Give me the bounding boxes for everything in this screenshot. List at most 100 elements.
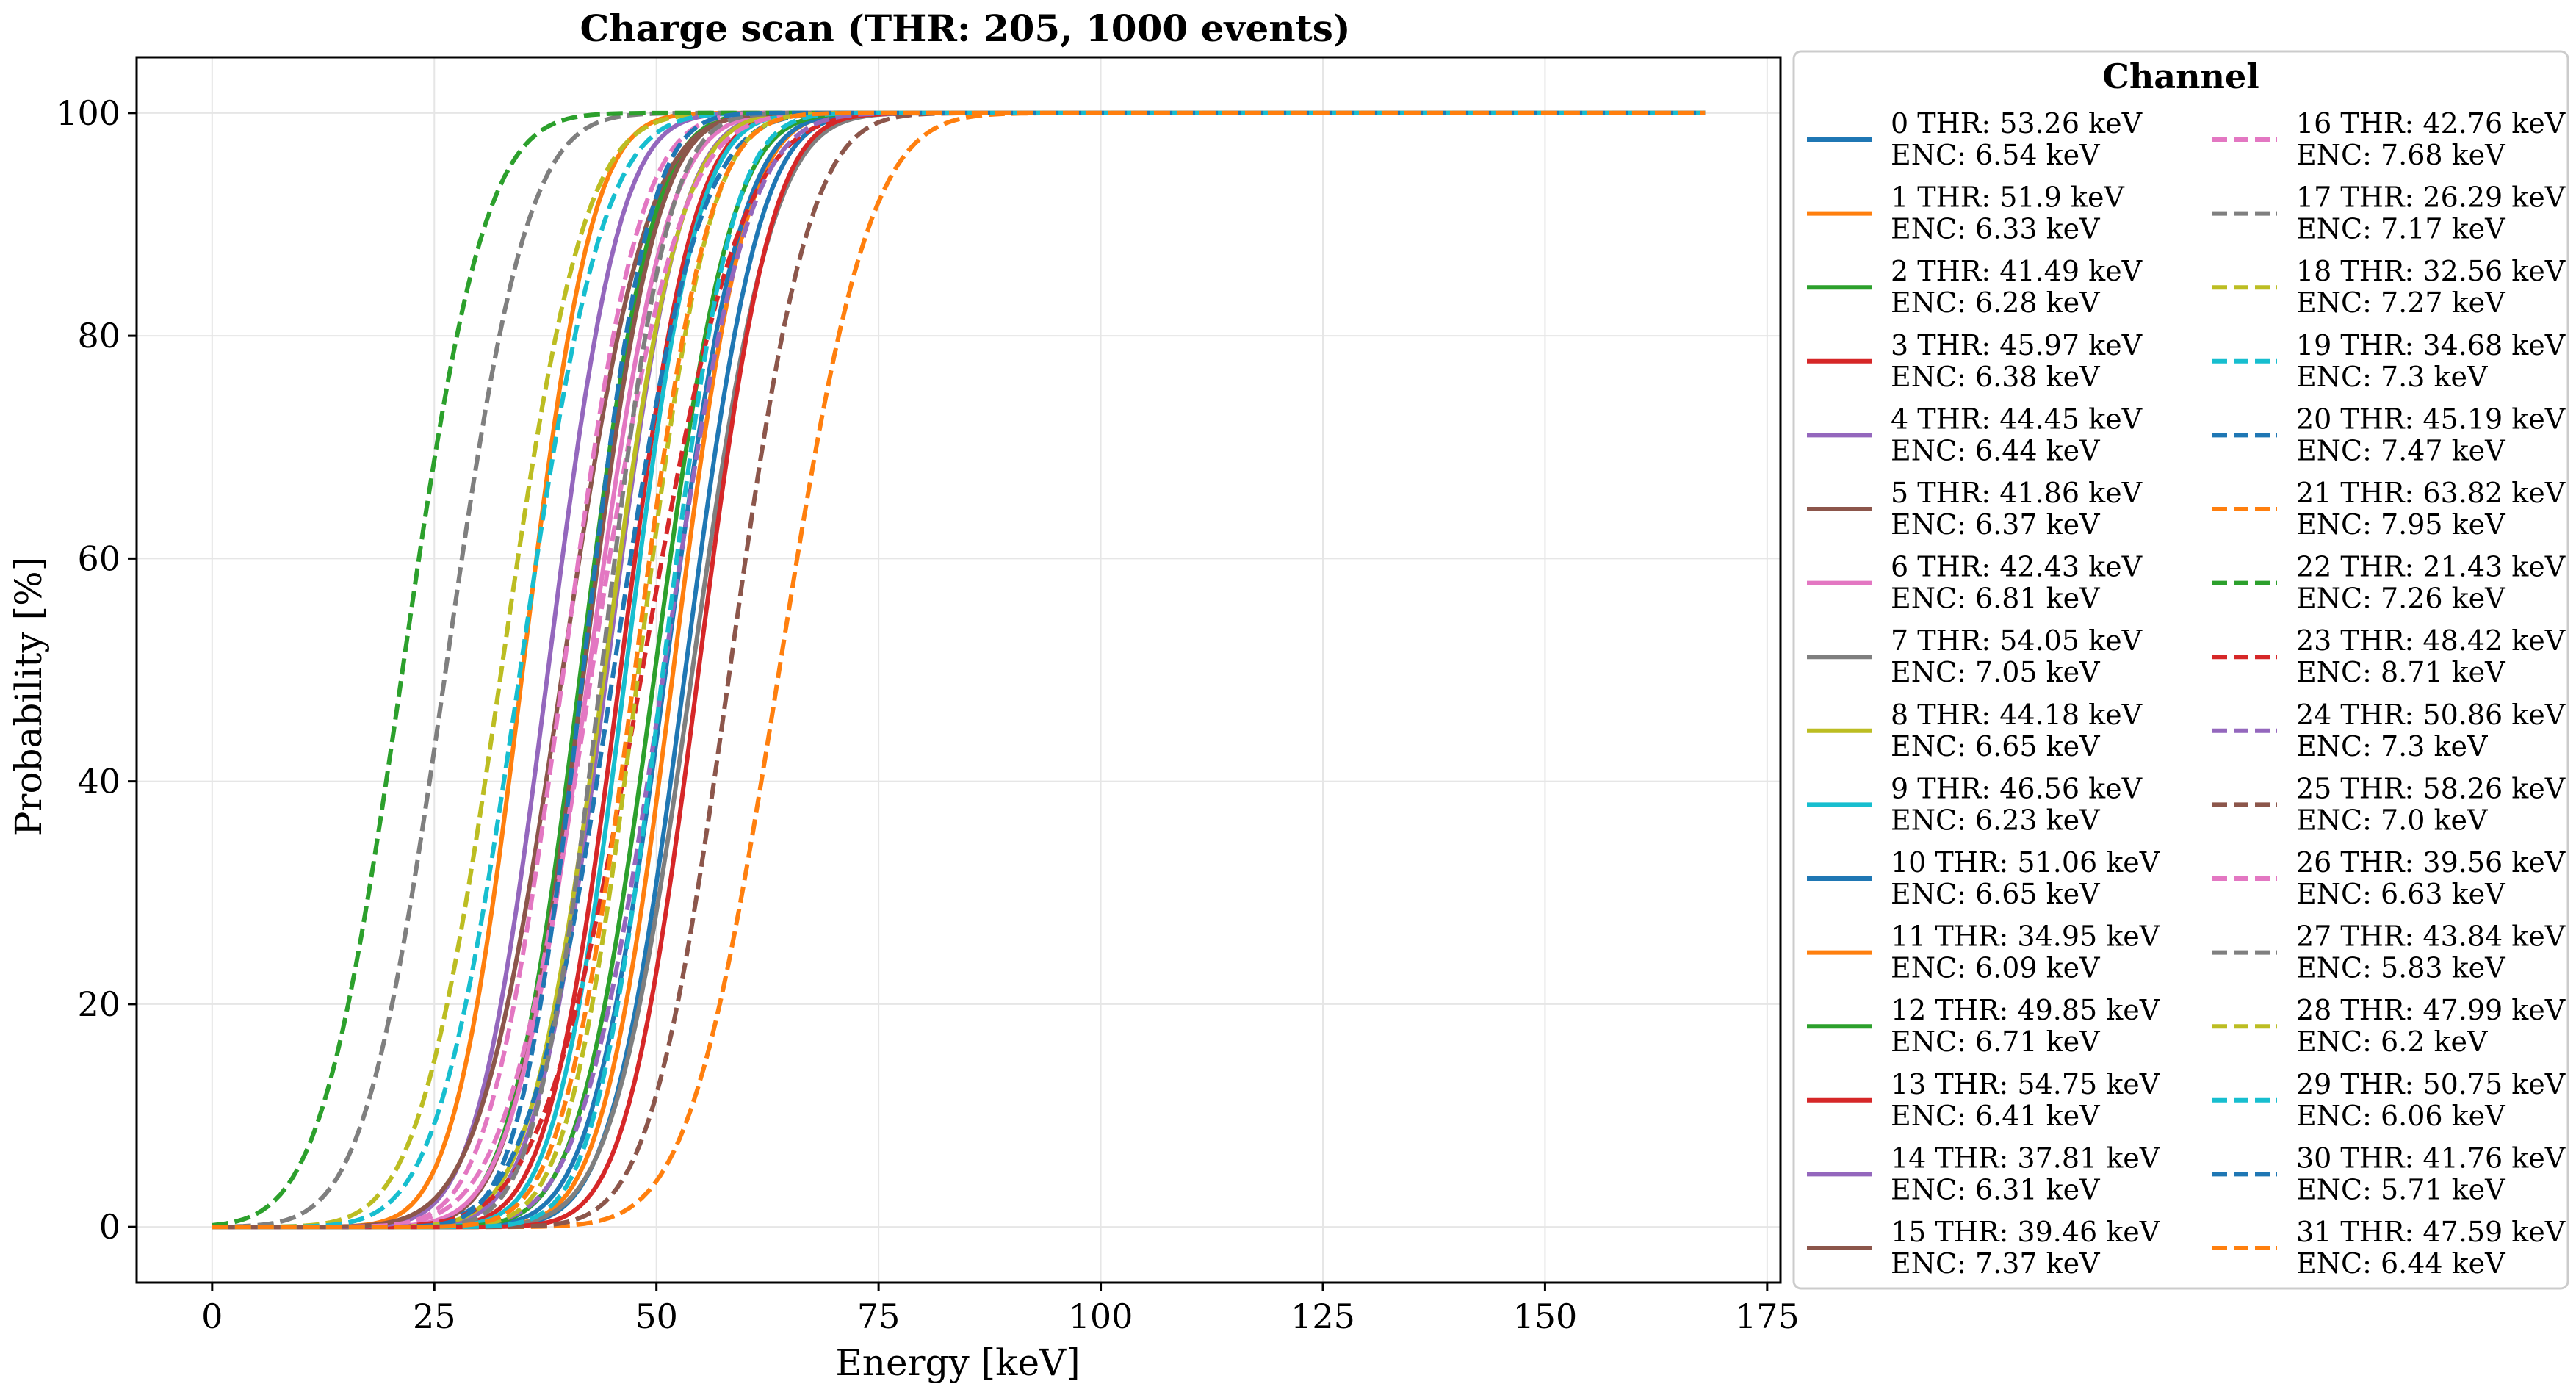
legend-label: 6 THR: 42.43 keV [1891,551,2143,583]
y-tick-label: 20 [77,984,120,1024]
x-tick-label: 150 [1513,1297,1578,1336]
legend-enc-label: ENC: 6.09 keV [1891,952,2100,984]
y-tick-label: 40 [77,762,120,801]
legend-enc-label: ENC: 6.2 keV [2296,1025,2488,1058]
legend-enc-label: ENC: 6.28 keV [1891,286,2100,319]
legend-enc-label: ENC: 6.33 keV [1891,213,2100,245]
legend-enc-label: ENC: 6.23 keV [1891,804,2100,836]
legend-enc-label: ENC: 6.65 keV [1891,878,2100,910]
legend-enc-label: ENC: 6.37 keV [1891,508,2100,541]
x-tick-label: 175 [1735,1297,1800,1336]
legend-label: 19 THR: 34.68 keV [2296,329,2566,361]
legend-label: 23 THR: 48.42 keV [2296,624,2566,657]
legend-label: 7 THR: 54.05 keV [1891,624,2143,657]
legend-enc-label: ENC: 6.63 keV [2296,878,2505,910]
x-tick-label: 0 [201,1297,223,1336]
legend-enc-label: ENC: 6.06 keV [2296,1100,2505,1132]
legend-label: 27 THR: 43.84 keV [2296,920,2566,953]
legend-enc-label: ENC: 7.27 keV [2296,286,2505,319]
legend-enc-label: ENC: 6.81 keV [1891,583,2100,615]
x-tick-label: 25 [413,1297,456,1336]
y-tick-label: 80 [77,316,120,356]
series-line-channel-31 [212,110,1706,1230]
legend-label: 31 THR: 47.59 keV [2296,1216,2566,1248]
x-axis-label: Energy [keV] [835,1341,1080,1384]
legend-enc-label: ENC: 6.31 keV [1891,1173,2100,1205]
legend-label: 25 THR: 58.26 keV [2296,772,2566,804]
legend-enc-label: ENC: 6.71 keV [1891,1025,2100,1058]
legend-label: 0 THR: 53.26 keV [1891,107,2143,140]
y-tick-label: 60 [77,538,120,578]
legend-enc-label: ENC: 7.26 keV [2296,583,2505,615]
x-tick-label: 50 [635,1297,678,1336]
legend-label: 4 THR: 44.45 keV [1891,403,2143,435]
legend-frame [1792,50,2569,1290]
legend-label: 17 THR: 26.29 keV [2296,181,2566,214]
legend-label: 20 THR: 45.19 keV [2296,403,2566,435]
legend-label: 13 THR: 54.75 keV [1891,1068,2160,1100]
legend-enc-label: ENC: 6.65 keV [1891,730,2100,763]
legend-enc-label: ENC: 6.54 keV [1891,139,2100,171]
legend-label: 5 THR: 41.86 keV [1891,477,2143,509]
legend-enc-label: ENC: 7.95 keV [2296,508,2505,541]
legend-enc-label: ENC: 7.05 keV [1891,656,2100,688]
legend-label: 18 THR: 32.56 keV [2296,255,2566,287]
x-tick-label: 100 [1069,1297,1133,1336]
legend-label: 1 THR: 51.9 keV [1891,181,2124,214]
legend-label: 26 THR: 39.56 keV [2296,846,2566,879]
legend-enc-label: ENC: 7.47 keV [2296,434,2505,466]
x-tick-label: 125 [1291,1297,1355,1336]
y-tick-label: 100 [56,93,120,133]
legend-label: 14 THR: 37.81 keV [1891,1142,2160,1174]
legend-enc-label: ENC: 6.44 keV [2296,1247,2505,1280]
x-tick-label: 75 [857,1297,901,1336]
legend-enc-label: ENC: 7.17 keV [2296,213,2505,245]
y-tick-label: 0 [99,1207,120,1247]
legend-label: 28 THR: 47.99 keV [2296,994,2566,1026]
series-line-channel-16 [212,110,1706,1230]
legend-label: 2 THR: 41.49 keV [1891,255,2143,287]
chart-title: Charge scan (THR: 205, 1000 events) [580,7,1350,50]
legend-enc-label: ENC: 7.3 keV [2296,730,2488,763]
legend-label: 30 THR: 41.76 keV [2296,1142,2566,1174]
legend-enc-label: ENC: 6.41 keV [1891,1100,2100,1132]
axes-frame [135,56,1782,1284]
legend-enc-label: ENC: 7.68 keV [2296,139,2505,171]
legend-enc-label: ENC: 7.0 keV [2296,804,2488,836]
legend-enc-label: ENC: 7.37 keV [1891,1247,2100,1280]
legend-enc-label: ENC: 6.44 keV [1891,434,2100,466]
legend-label: 9 THR: 46.56 keV [1891,772,2143,804]
legend-enc-label: ENC: 5.83 keV [2296,952,2505,984]
